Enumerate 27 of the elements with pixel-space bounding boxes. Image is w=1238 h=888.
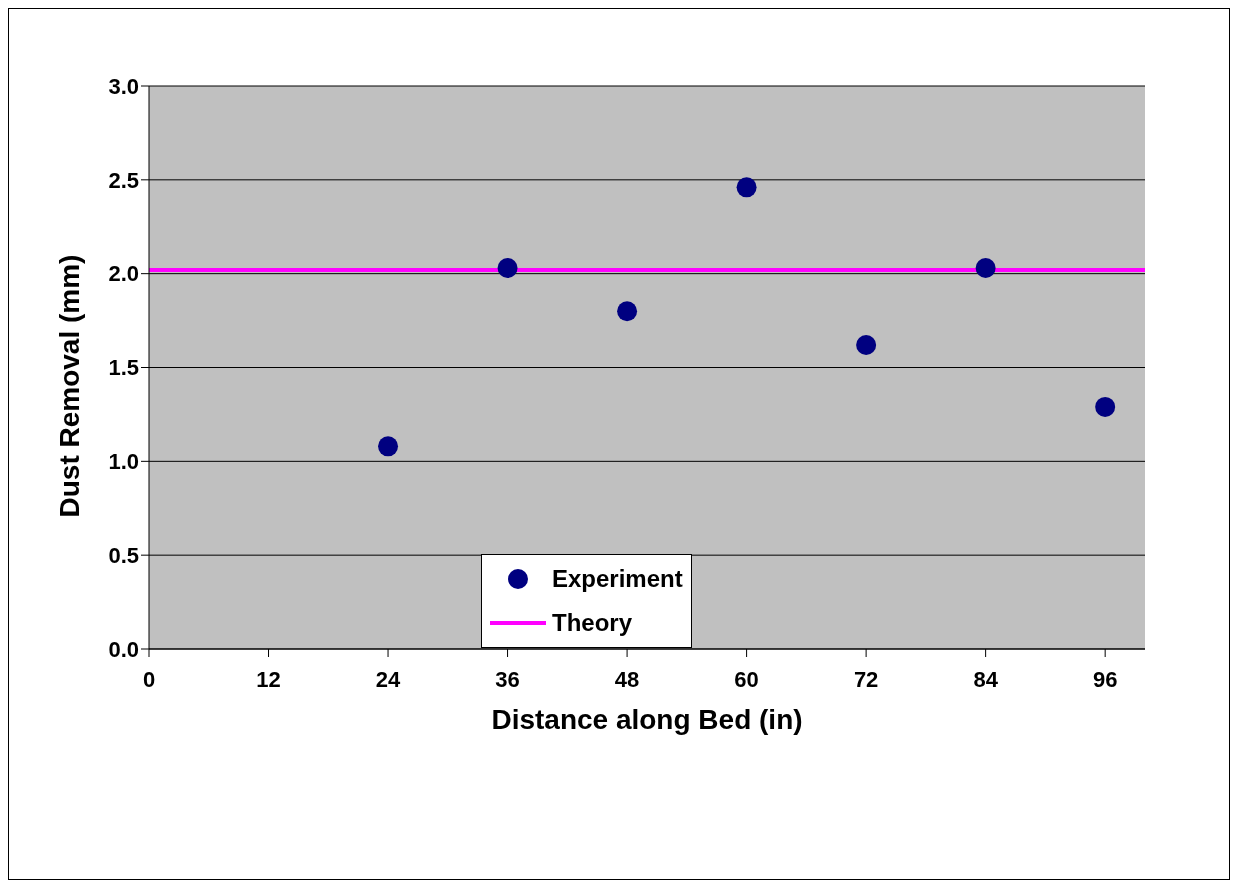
x-axis-title: Distance along Bed (in) xyxy=(491,704,803,735)
y-tick-label: 2.5 xyxy=(108,167,139,193)
point xyxy=(736,177,757,198)
y-tick-label: 3.0 xyxy=(108,73,139,99)
point xyxy=(975,258,996,279)
y-tick-label: 0.5 xyxy=(108,542,139,568)
legend-label: Experiment xyxy=(552,565,683,593)
point xyxy=(497,258,518,279)
y-tick-label: 2.0 xyxy=(108,261,139,287)
x-tick-label: 48 xyxy=(614,666,640,692)
x-tick-label: 36 xyxy=(495,666,520,692)
legend-label: Theory xyxy=(552,609,633,637)
y-tick-label: 1.0 xyxy=(108,449,139,475)
x-tick-label: 0 xyxy=(142,666,156,692)
y-tick-label: 0.0 xyxy=(108,636,139,662)
y-tick-label: 1.5 xyxy=(108,355,139,381)
point xyxy=(617,301,638,322)
x-tick-label: 84 xyxy=(973,666,999,692)
point xyxy=(1095,396,1116,417)
x-tick-label: 12 xyxy=(256,666,281,692)
x-tick-label: 72 xyxy=(853,666,879,692)
point xyxy=(856,334,877,355)
x-tick-label: 24 xyxy=(375,666,402,692)
x-tick-label: 96 xyxy=(1092,666,1118,692)
point xyxy=(378,436,399,457)
y-axis-title: Dust Removal (mm) xyxy=(53,254,85,518)
x-tick-label: 60 xyxy=(734,666,759,692)
